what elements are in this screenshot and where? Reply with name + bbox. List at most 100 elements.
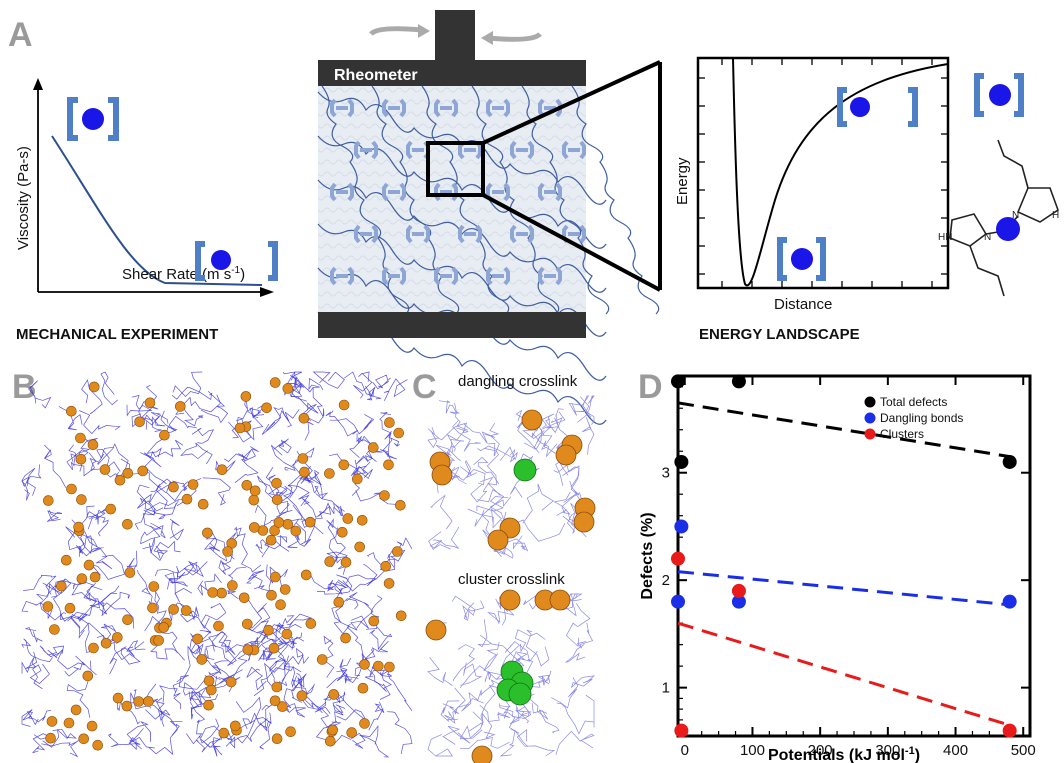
crosslink-bracket xyxy=(347,182,354,202)
polymer-strand xyxy=(430,494,453,530)
potential-curve xyxy=(732,57,949,287)
data-point xyxy=(1002,594,1017,609)
polymer-strand xyxy=(145,709,183,727)
dissociated-dimer-icon xyxy=(195,241,278,281)
metal-atom xyxy=(122,614,133,626)
polymer-strand xyxy=(188,690,219,706)
polymer-strand xyxy=(459,736,510,749)
metal-atom xyxy=(241,479,253,491)
metal-atom xyxy=(573,511,595,533)
polymer-strand xyxy=(172,643,204,693)
metal-atom xyxy=(175,401,186,412)
x-tick-label: 500 xyxy=(1011,742,1036,759)
crosslink-bracket xyxy=(555,266,562,286)
polymer-strand xyxy=(264,534,290,552)
polymer-strand xyxy=(365,385,376,401)
polymer-strand xyxy=(427,657,453,686)
polymer-strand xyxy=(499,446,516,463)
crosslink-bar xyxy=(412,148,424,152)
polymer-strand xyxy=(171,386,213,401)
polymer-strand xyxy=(191,427,215,444)
polymer-strand xyxy=(224,453,259,484)
metal-atom xyxy=(114,474,126,486)
polymer-strand xyxy=(342,558,395,592)
metal-atom xyxy=(70,704,82,716)
polymer-strand xyxy=(183,560,208,578)
crosslink-bracket xyxy=(399,98,406,118)
bound-dimer-icon xyxy=(777,237,826,281)
polymer-strand xyxy=(387,711,413,755)
crosslink-bar xyxy=(544,106,556,110)
polymer-strand xyxy=(533,418,559,449)
crosslink-bar xyxy=(464,232,476,236)
legend-label: Clusters xyxy=(880,427,924,441)
polymer-strand xyxy=(369,626,393,651)
polymer-strand xyxy=(489,496,512,525)
metal-atom xyxy=(357,682,369,694)
polymer-strand xyxy=(499,729,529,757)
crosslink-bracket xyxy=(330,98,337,118)
polymer-strand xyxy=(380,437,397,460)
polymer-strand xyxy=(21,651,38,674)
metal-atom xyxy=(391,546,403,557)
polymer-strand xyxy=(90,554,125,580)
polymer-strand xyxy=(522,483,554,524)
polymer-strand xyxy=(211,631,245,653)
metal-atom xyxy=(225,676,237,688)
crosslink-bracket xyxy=(371,224,378,244)
crosslink-bracket xyxy=(434,266,441,286)
polymer-strand xyxy=(537,674,551,686)
crosslink-bracket xyxy=(503,182,510,202)
polymer-strand xyxy=(41,738,82,758)
polymer-strand xyxy=(296,450,320,484)
legend-label: Dangling bonds xyxy=(880,411,963,425)
polymer-strand xyxy=(97,600,135,629)
atom-h-upper: H xyxy=(1052,210,1059,221)
crosslink-bracket xyxy=(354,224,361,244)
y-axis-arrow xyxy=(33,78,43,90)
polymer-strand xyxy=(565,644,586,663)
polymer-strand xyxy=(79,534,93,554)
metal-atom xyxy=(121,700,133,712)
polymer-strand xyxy=(428,531,451,550)
polymer-strand xyxy=(200,603,226,634)
rotation-arrow-left xyxy=(369,26,423,36)
bound-dimer-icon xyxy=(974,73,1024,117)
polymer-strand xyxy=(60,612,88,639)
mechanical-caption: MECHANICAL EXPERIMENT xyxy=(16,326,218,343)
metal-atom xyxy=(269,571,281,583)
polymer-strand xyxy=(350,461,371,477)
crosslink-bracket xyxy=(399,266,406,286)
crosslink-bar xyxy=(516,148,528,152)
metal-atom xyxy=(86,720,98,732)
polymer-strand xyxy=(291,673,307,693)
polymer-strand xyxy=(143,452,167,485)
viscosity-axis-label: Viscosity (Pa-s) xyxy=(15,146,32,250)
crosslink-bracket xyxy=(451,98,458,118)
y-tick-label: 2 xyxy=(662,572,670,589)
polymer-strand xyxy=(333,692,367,721)
polymer-strand xyxy=(131,384,159,428)
polymer-strand xyxy=(312,371,345,389)
polymer-strand xyxy=(459,665,492,689)
top-plate xyxy=(318,60,586,86)
metal-atom xyxy=(549,589,571,611)
polymer-strand xyxy=(332,691,346,713)
mechanical-plot: Viscosity (Pa-s) Shear Rate (m s-1) MECH… xyxy=(15,78,278,343)
polymer-strand xyxy=(326,653,370,689)
metal-atom xyxy=(76,494,87,505)
atom-n-upper: N xyxy=(1012,210,1019,221)
metal-atom xyxy=(297,453,309,464)
crosslink-bracket xyxy=(579,224,586,244)
polymer-chain xyxy=(317,135,607,249)
crosslink-bar xyxy=(412,232,424,236)
polymer-strand xyxy=(253,657,287,697)
polymer-strand xyxy=(438,422,469,441)
metal-atom xyxy=(372,660,384,672)
polymer-strand xyxy=(290,522,312,547)
metal-atom xyxy=(88,642,99,654)
legend-marker xyxy=(864,412,876,424)
energy-axis-label: Energy xyxy=(674,157,691,205)
crosslink-bracket xyxy=(527,140,534,160)
crosslink-bracket xyxy=(486,98,493,118)
